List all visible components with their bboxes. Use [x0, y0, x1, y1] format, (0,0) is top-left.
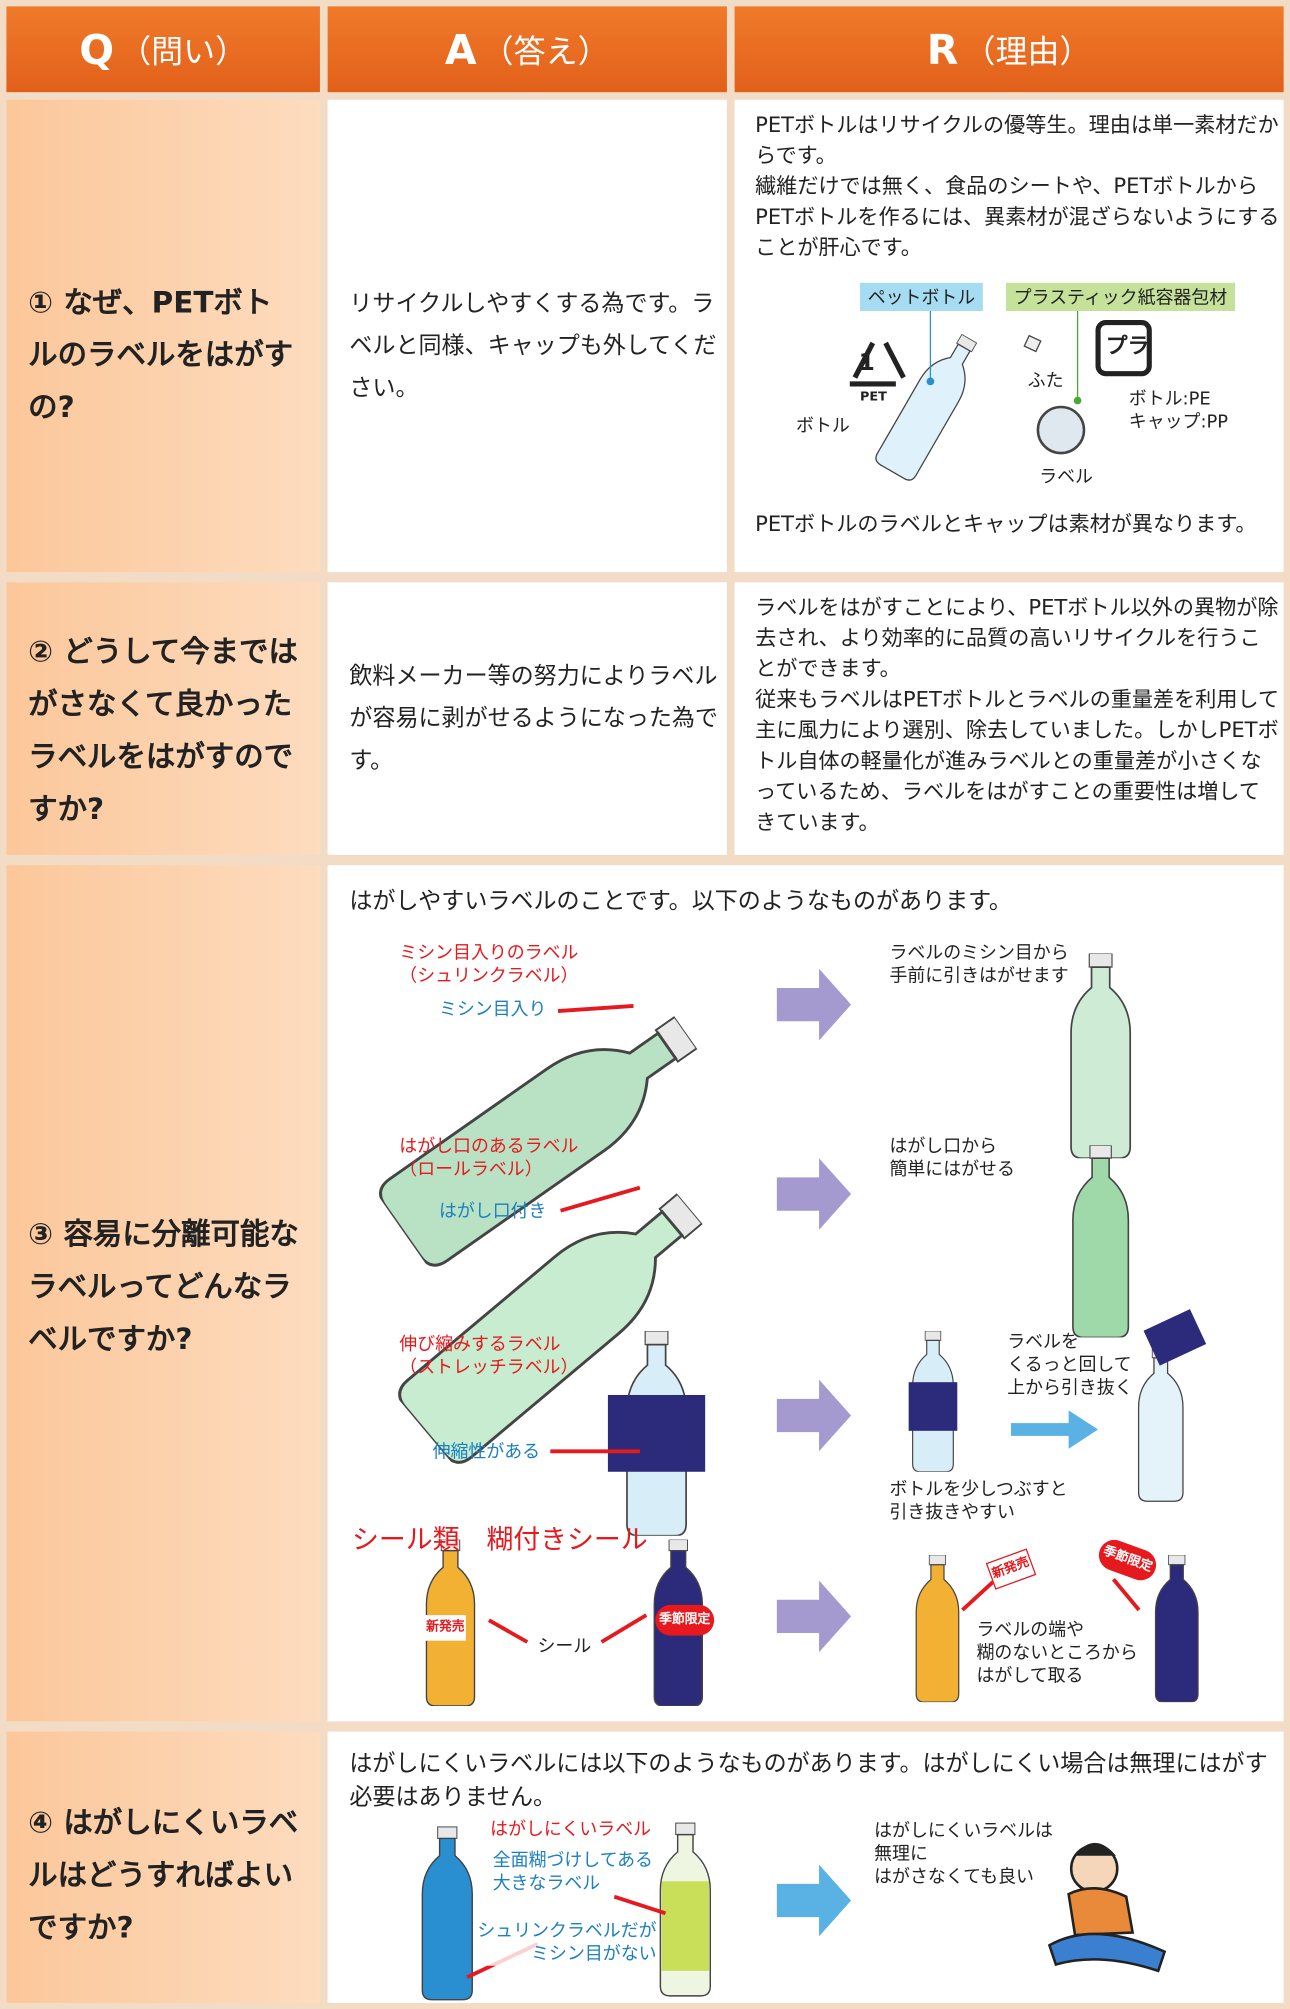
sticker: 新発売	[424, 1615, 466, 1641]
reason-paragraph: 従来もラベルはPETボトルとラベルの重量差を利用して主に風力により選別、除去して…	[755, 687, 1280, 835]
reason-text: ラベルをはがすことにより、PETボトル以外の異物が除去され、より効率的に品質の高…	[755, 593, 1280, 839]
pointer-text: はがし口付き	[438, 1201, 547, 1223]
pet-mark: PET	[860, 390, 887, 405]
question-text: ① なぜ、PETボトルのラベルをはがすの?	[28, 286, 294, 425]
bottle-illustrations	[372, 953, 1207, 2001]
item-title: はがし口のあるラベル （ロールラベル）	[399, 1135, 578, 1181]
pointer-dot	[1073, 396, 1082, 405]
header-letter: A	[444, 24, 477, 74]
pointer-text: 伸縮性がある	[432, 1442, 541, 1463]
header-letter: Q	[79, 24, 115, 74]
after-text: ラベルを くるっと回して 上から引き抜く	[1007, 1331, 1132, 1400]
line: くるっと回して	[1007, 1355, 1132, 1376]
reason-paragraph: PETボトルはリサイクルの優等生。理由は単一素材だからです。	[755, 112, 1279, 168]
line: ラベルの端や	[976, 1620, 1084, 1641]
line: はがさなくても良い	[874, 1867, 1034, 1888]
question-cell	[6, 865, 320, 1722]
line: 引き抜きやすい	[889, 1502, 1015, 1523]
line: （シュリンクラベル）	[399, 966, 579, 987]
line: ラベルを	[1007, 1332, 1079, 1353]
cap	[1023, 334, 1042, 353]
question-text: ② どうして今まではがさなくて良かったラベルをはがすのですか?	[28, 636, 298, 827]
arrows	[776, 968, 1099, 1937]
reason-text: PETボトルはリサイクルの優等生。理由は単一素材だからです。繊維だけでは無く、食…	[755, 110, 1280, 264]
seal-title: シール類 糊付きシール	[351, 1524, 648, 1555]
reason-paragraph: 繊維だけでは無く、食品のシートや、PETボトルからPETボトルを作るには、異素材…	[755, 174, 1280, 260]
line: ミシン目入りのラベル	[399, 943, 579, 964]
line: はがし口のあるラベル	[399, 1136, 579, 1157]
question-text: ④ はがしにくいラベルはどうすればよいですか?	[28, 1807, 299, 1946]
intro-text: はがしやすいラベルのことです。以下のようなものがあります。	[349, 888, 1012, 916]
header-label: （理由）	[963, 32, 1092, 70]
after-text: ラベルのミシン目から 手前に引きはがせます	[889, 942, 1068, 988]
line: 糊のないところから	[976, 1643, 1138, 1664]
line: ラベルのミシン目から	[889, 943, 1069, 964]
answer-text: リサイクルしやすくする為です。ラベルと同様、キャップも外してください。	[349, 290, 717, 402]
after-text: ボトルを少しつぶすと 引き抜きやすい	[889, 1478, 1067, 1524]
material: キャップ:PP	[1128, 412, 1229, 433]
answer-cell	[327, 582, 727, 855]
header-label: （答え）	[481, 32, 610, 70]
figure-title: はがしにくいラベル	[490, 1819, 652, 1841]
question-cell	[6, 99, 320, 573]
line: はがし口から	[889, 1136, 997, 1157]
recycle-number: 1	[858, 349, 875, 377]
line: 簡単にはがせる	[889, 1159, 1015, 1180]
line: ボトルを少しつぶすと	[889, 1479, 1068, 1500]
tag: プラスティック紙容器包材	[1005, 282, 1235, 311]
after-text: はがしにくいラベルは 無理に はがさなくても良い	[874, 1820, 1053, 1889]
line: 伸び縮みするラベル	[399, 1334, 561, 1356]
line: ミシン目がない	[531, 1944, 657, 1965]
pointer-text: ミシン目入り	[438, 999, 547, 1021]
pla-mark-box	[1095, 319, 1152, 377]
line: （ストレッチラベル）	[399, 1357, 579, 1379]
pla-mark: プラ	[1105, 334, 1150, 360]
pointer-text: シール	[537, 1636, 592, 1658]
reason-cell	[734, 99, 1284, 573]
line: 上から引き抜く	[1007, 1378, 1133, 1399]
header-cell: A （答え）	[327, 6, 727, 93]
reason-cell	[734, 582, 1284, 855]
line: 全面糊づけしてある	[492, 1850, 653, 1872]
pointer-text: シュリンクラベルだが ミシン目がない	[477, 1919, 657, 1966]
answer-cell	[327, 99, 727, 573]
reason-paragraph: ラベルをはがすことにより、PETボトル以外の異物が除去され、より効率的に品質の高…	[755, 595, 1279, 681]
header-cell: Q （問い）	[6, 6, 320, 93]
item-title: ミシン目入りのラベル （シュリンクラベル）	[399, 942, 578, 988]
line: 無理に	[874, 1844, 928, 1865]
line: 手前に引きはがせます	[889, 966, 1069, 987]
reason-note: PETボトルのラベルとキャップは素材が異なります。	[755, 511, 1257, 537]
intro-text: はがしにくいラベルには以下のようなものがあります。はがしにくい場合は無理にはがす…	[349, 1750, 1268, 1811]
recycle-mark	[849, 341, 906, 387]
materials: ボトル:PE キャップ:PP	[1129, 388, 1228, 434]
pointer-text: 全面糊づけしてある 大きなラベル	[493, 1849, 653, 1895]
line: はがしにくいラベルは	[874, 1821, 1053, 1842]
line: （ロールラベル）	[399, 1159, 543, 1180]
item-title: 伸び縮みするラベル （ストレッチラベル）	[399, 1334, 578, 1380]
question-cell	[6, 582, 320, 855]
sticker: 季節限定	[655, 1604, 715, 1636]
label-ball	[1036, 405, 1086, 455]
question-cell	[6, 1731, 320, 2003]
bottle-label: ボトル	[796, 415, 850, 437]
label-label: ラベル	[1039, 467, 1093, 488]
after-text: はがし口から 簡単にはがせる	[889, 1135, 1014, 1181]
pointer-dot	[926, 377, 935, 386]
answer-text: 飲料メーカー等の努力によりラベルが容易に剥がせるようになった為です。	[349, 662, 718, 775]
line: 大きなラベル	[492, 1873, 601, 1895]
line: はがして取る	[976, 1666, 1084, 1687]
header-cell: R （理由）	[734, 6, 1284, 93]
after-text: ラベルの端や 糊のないところから はがして取る	[976, 1619, 1137, 1688]
material: ボトル:PE	[1128, 389, 1211, 410]
cap-label: ふた	[1027, 371, 1064, 392]
header-label: （問い）	[119, 32, 248, 70]
header-letter: R	[926, 24, 959, 74]
line: シュリンクラベルだが	[477, 1920, 657, 1942]
tag: ペットボトル	[860, 282, 983, 311]
person-illustration	[1047, 1842, 1167, 1973]
question-text: ③ 容易に分離可能なラベルってどんなラベルですか?	[28, 1218, 299, 1357]
